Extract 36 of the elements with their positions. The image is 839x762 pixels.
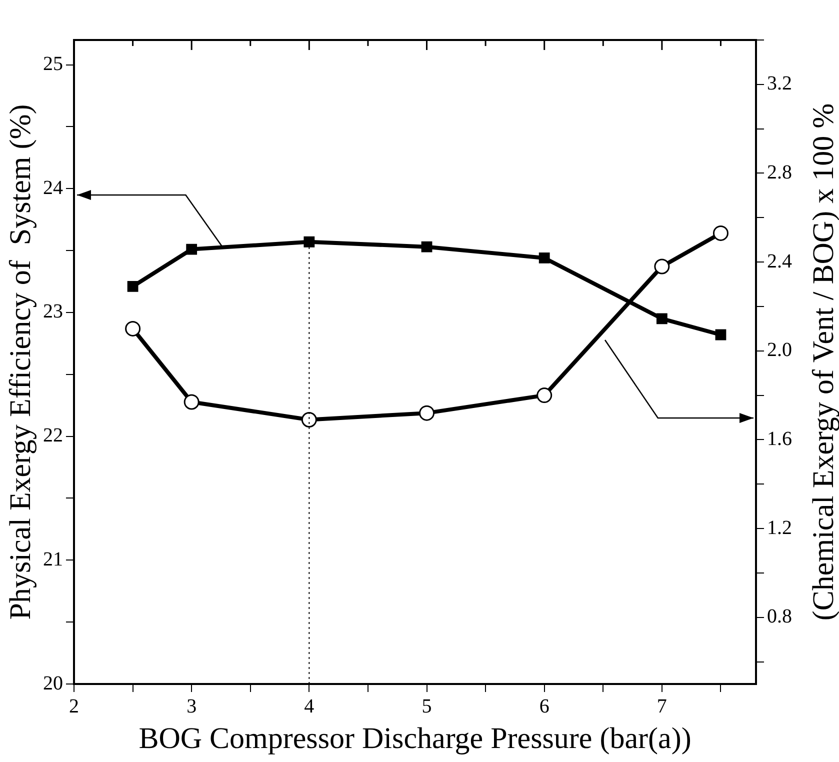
y2-tick-label: 1.2 bbox=[767, 516, 792, 539]
x-tick-label: 4 bbox=[304, 695, 314, 718]
y2-tick-label: 2.8 bbox=[767, 161, 792, 184]
y-tick-label: 24 bbox=[43, 176, 63, 199]
point bbox=[421, 241, 432, 252]
point bbox=[654, 258, 670, 274]
y-tick-label: 22 bbox=[43, 424, 63, 447]
y2-tick-label: 1.6 bbox=[767, 428, 792, 450]
y-tick-label: 20 bbox=[43, 672, 63, 694]
y-tick-label: 25 bbox=[43, 53, 63, 76]
point bbox=[419, 405, 435, 421]
x-tick-label: 7 bbox=[656, 695, 667, 718]
point bbox=[127, 281, 138, 292]
point bbox=[304, 236, 315, 248]
point bbox=[538, 252, 550, 264]
y-tick-label: 23 bbox=[43, 300, 63, 323]
x-tick-label: 2 bbox=[69, 695, 79, 718]
point bbox=[125, 320, 141, 336]
point bbox=[301, 412, 317, 428]
y2-axis-title: (Chemical Exergy of Vent / BOG) x 100 % bbox=[806, 103, 839, 621]
x-tick-label: 6 bbox=[539, 695, 550, 718]
point bbox=[712, 225, 728, 241]
point bbox=[656, 313, 668, 324]
point bbox=[715, 329, 726, 340]
y2-tick-label: 3.2 bbox=[767, 72, 792, 95]
point bbox=[186, 244, 198, 255]
point bbox=[536, 388, 552, 404]
y2-tick-label: 2.4 bbox=[767, 250, 792, 272]
x-tick-label: 5 bbox=[422, 695, 432, 718]
x-tick-label: 3 bbox=[186, 695, 197, 718]
y2-tick-label: 0.8 bbox=[767, 606, 792, 628]
y2-tick-label: 2.0 bbox=[767, 339, 792, 362]
point bbox=[184, 394, 200, 410]
y-axis-title: Physical Exergy Efficiency of System (%) bbox=[4, 104, 37, 620]
y-tick-label: 21 bbox=[43, 548, 63, 570]
x-axis-title: BOG Compressor Discharge Pressure (bar(a)) bbox=[138, 722, 692, 755]
